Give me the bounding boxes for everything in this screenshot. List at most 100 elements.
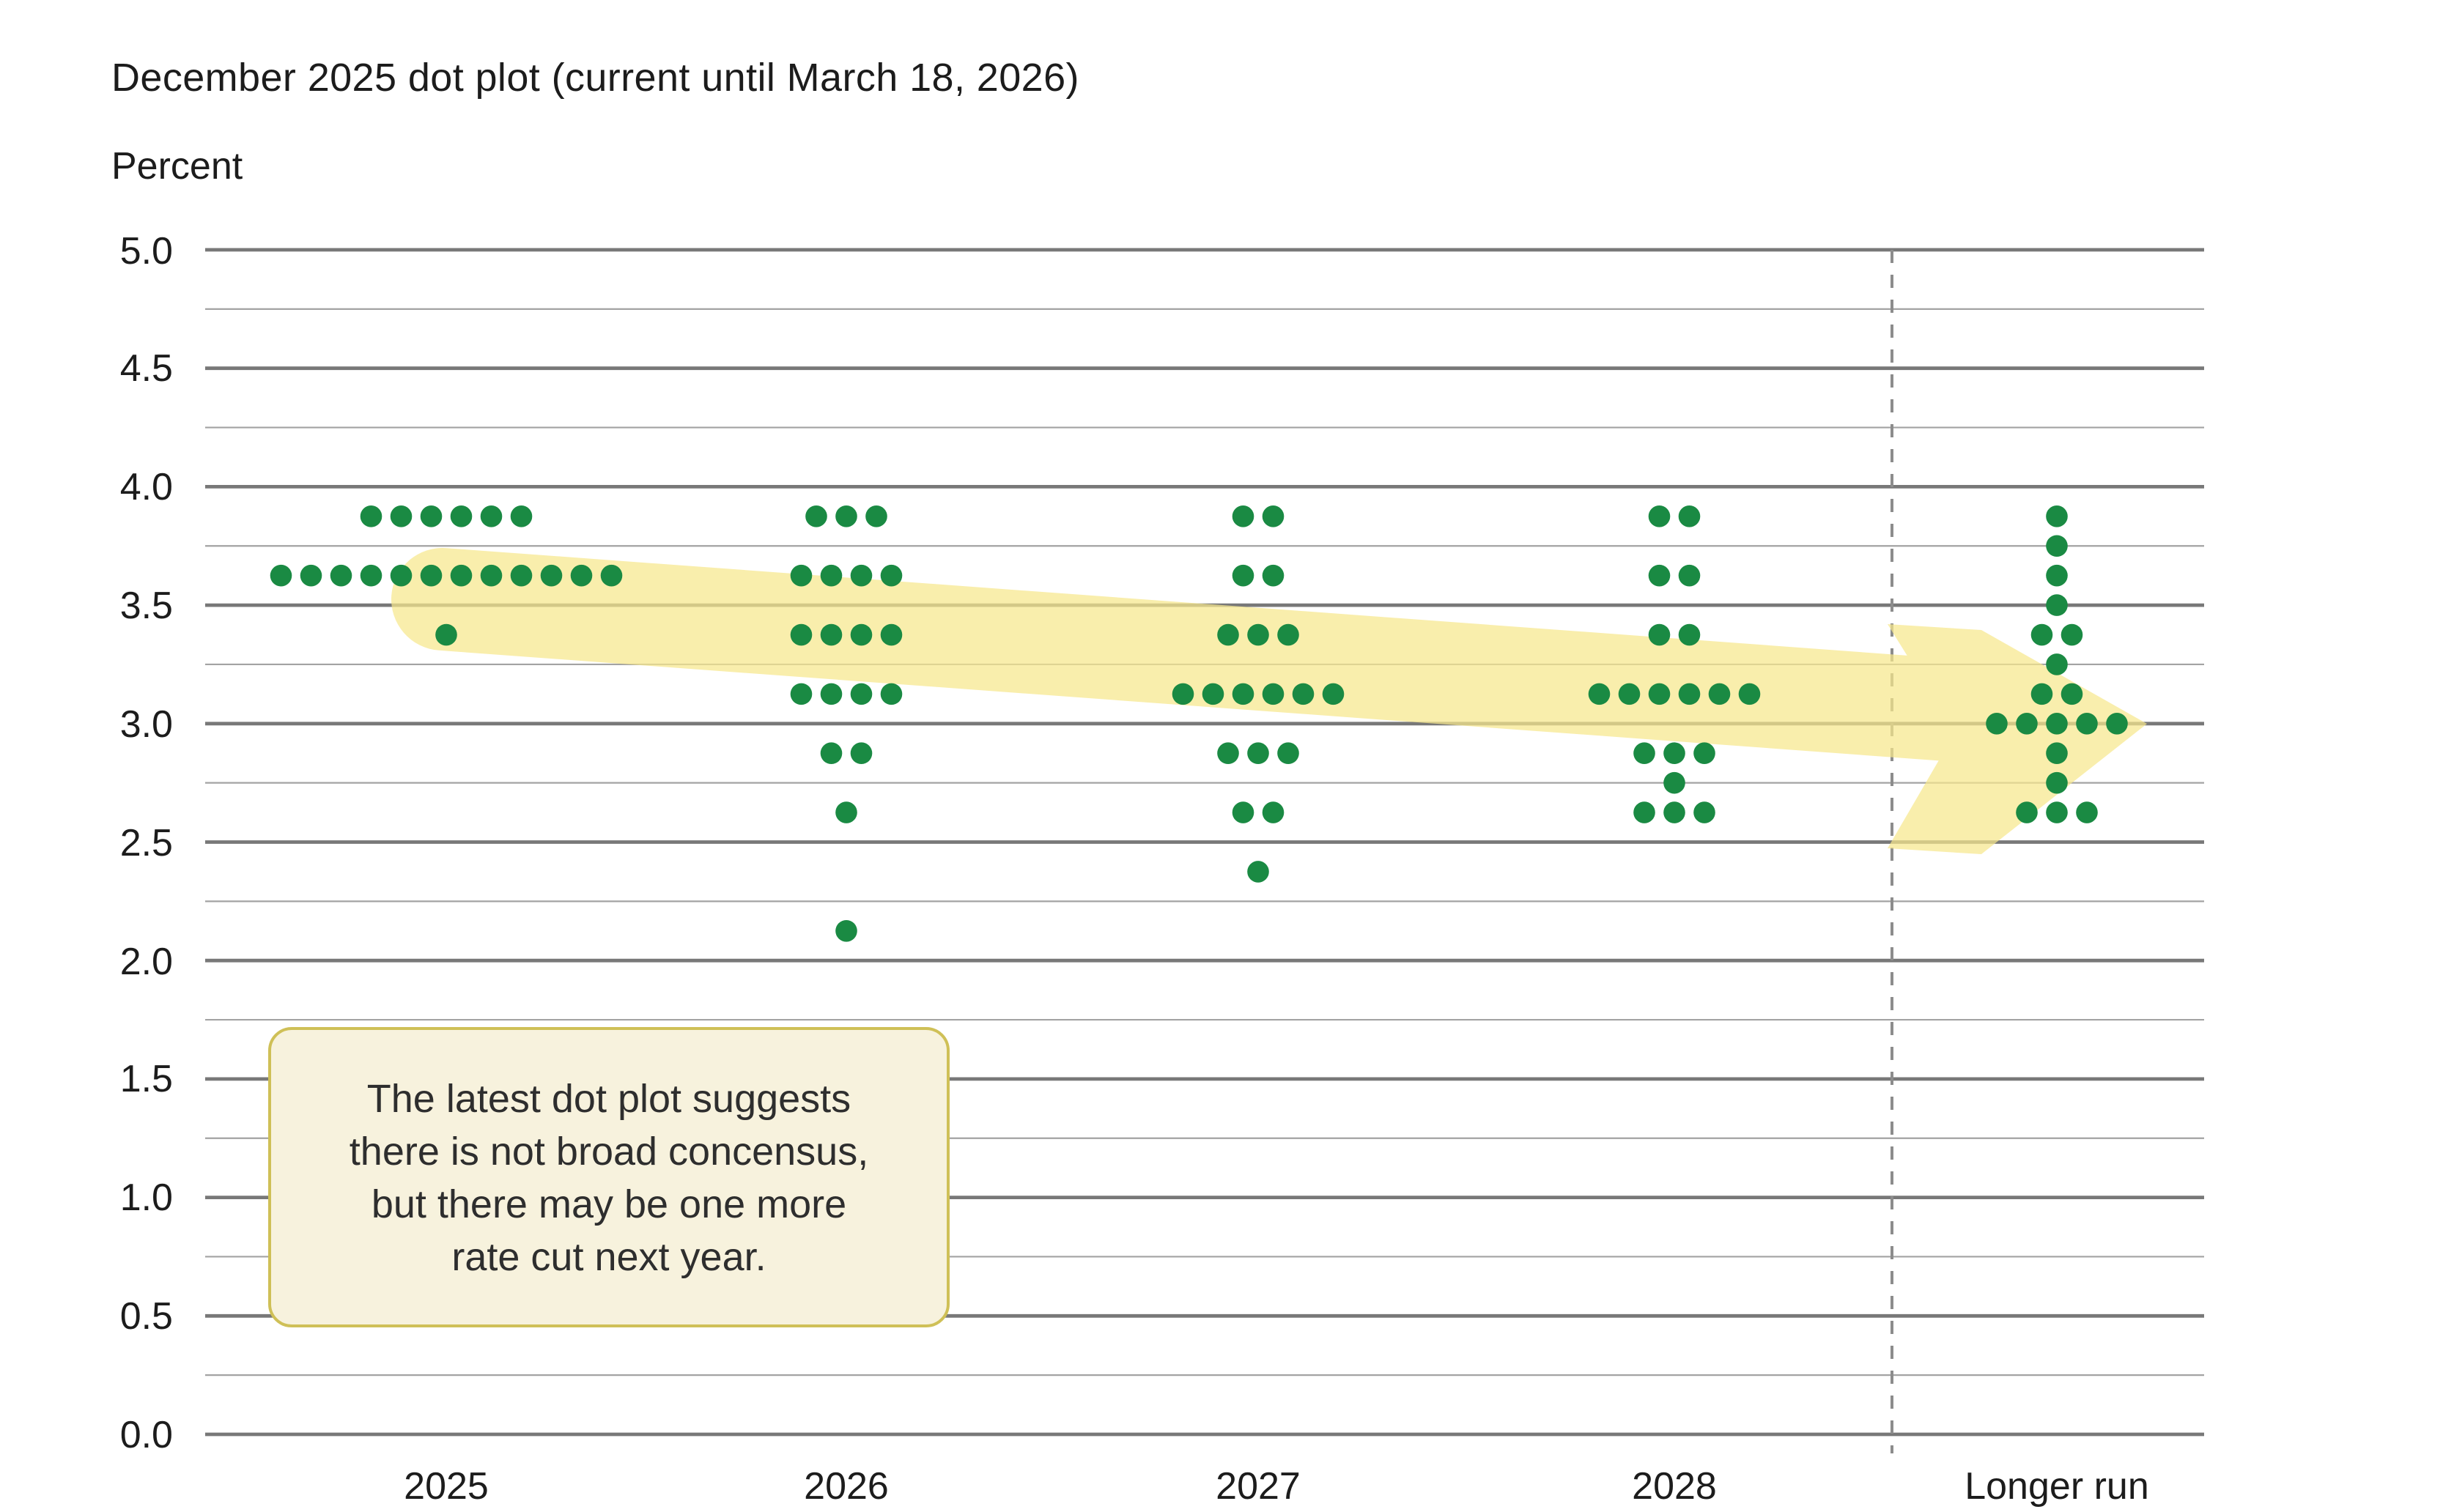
projection-dot [420, 564, 443, 587]
x-category-label: 2027 [1216, 1464, 1301, 1508]
projection-dot [420, 505, 443, 527]
projection-dot [330, 564, 352, 587]
projection-dot [820, 742, 843, 765]
projection-dot [820, 683, 843, 705]
projection-dot [1708, 683, 1731, 705]
projection-dot [2046, 594, 2068, 616]
y-tick-label: 3.0 [119, 701, 173, 746]
projection-dot [2076, 713, 2098, 735]
projection-dot [835, 505, 857, 527]
annotation-box: The latest dot plot suggests there is not… [268, 1027, 950, 1327]
projection-dot [850, 564, 873, 587]
projection-dot [1232, 564, 1254, 587]
projection-dot [2061, 623, 2083, 646]
projection-dot [1217, 623, 1239, 646]
y-tick-label: 4.5 [119, 346, 173, 390]
annotation-line: rate cut next year. [451, 1234, 766, 1278]
y-tick-label: 2.5 [119, 820, 173, 864]
projection-dot [2046, 742, 2068, 765]
projection-dot [510, 505, 533, 527]
y-tick-label: 3.5 [119, 583, 173, 628]
y-tick-label: 1.5 [119, 1056, 173, 1101]
projection-dot [1277, 742, 1299, 765]
projection-dot [1232, 505, 1254, 527]
projection-dot [2030, 623, 2053, 646]
projection-dot [1232, 801, 1254, 823]
projection-dot [1738, 683, 1761, 705]
projection-dot [360, 505, 382, 527]
projection-dot [2016, 801, 2038, 823]
projection-dot [570, 564, 593, 587]
projection-dot [790, 623, 813, 646]
projection-dot [2046, 535, 2068, 557]
trend-arrow-head [1888, 624, 2147, 854]
x-category-label: 2025 [404, 1464, 489, 1508]
projection-dot [480, 564, 503, 587]
projection-dot [1232, 683, 1254, 705]
x-category-label: 2028 [1632, 1464, 1717, 1508]
y-tick-label: 0.0 [119, 1412, 173, 1456]
projection-dot [2016, 713, 2038, 735]
projection-dot [1648, 505, 1671, 527]
projection-dot [1262, 505, 1285, 527]
projection-dot [1588, 683, 1611, 705]
projection-dot [850, 683, 873, 705]
projection-dot [850, 742, 873, 765]
projection-dot [1663, 742, 1685, 765]
projection-dot [2046, 771, 2068, 794]
projection-dot [2046, 653, 2068, 675]
projection-dot [540, 564, 563, 587]
projection-dot [1678, 505, 1701, 527]
x-category-label: 2026 [804, 1464, 889, 1508]
projection-dot [1663, 771, 1685, 794]
y-tick-label: 4.0 [119, 464, 173, 509]
projection-dot [805, 505, 827, 527]
projection-dot [1322, 683, 1345, 705]
projection-dot [1678, 564, 1701, 587]
projection-dot [300, 564, 322, 587]
projection-dot [600, 564, 623, 587]
projection-dot [2046, 505, 2068, 527]
projection-dot [1663, 801, 1685, 823]
projection-dot [850, 623, 873, 646]
annotation-text: The latest dot plot suggests there is not… [350, 1072, 868, 1283]
projection-dot [1986, 713, 2008, 735]
projection-dot [270, 564, 292, 587]
projection-dot [450, 564, 473, 587]
projection-dot [1648, 623, 1671, 646]
projection-dot [1262, 683, 1285, 705]
projection-dot [835, 801, 857, 823]
projection-dot [1693, 742, 1715, 765]
projection-dot [880, 564, 903, 587]
projection-dot [880, 683, 903, 705]
projection-dot [1648, 564, 1671, 587]
projection-dot [390, 564, 413, 587]
y-tick-label: 2.0 [119, 938, 173, 983]
projection-dot [1277, 623, 1299, 646]
projection-dot [1262, 801, 1285, 823]
y-tick-label: 1.0 [119, 1175, 173, 1220]
projection-dot [1172, 683, 1194, 705]
projection-dot [1618, 683, 1641, 705]
projection-dot [1292, 683, 1315, 705]
projection-dot [2046, 713, 2068, 735]
projection-dot [1262, 564, 1285, 587]
projection-dot [435, 623, 457, 646]
projection-dot [1648, 683, 1671, 705]
projection-dot [2046, 801, 2068, 823]
projection-dot [2106, 713, 2128, 735]
projection-dot [1633, 742, 1655, 765]
x-category-label: Longer run [1965, 1464, 2149, 1508]
projection-dot [1678, 683, 1701, 705]
y-tick-label: 5.0 [119, 228, 173, 272]
projection-dot [480, 505, 503, 527]
projection-dot [390, 505, 413, 527]
projection-dot [1247, 623, 1269, 646]
y-axis-title: Percent [111, 144, 243, 188]
projection-dot [835, 919, 857, 942]
projection-dot [2030, 683, 2053, 705]
y-tick-label: 0.5 [119, 1294, 173, 1338]
projection-dot [1678, 623, 1701, 646]
projection-dot [790, 564, 813, 587]
